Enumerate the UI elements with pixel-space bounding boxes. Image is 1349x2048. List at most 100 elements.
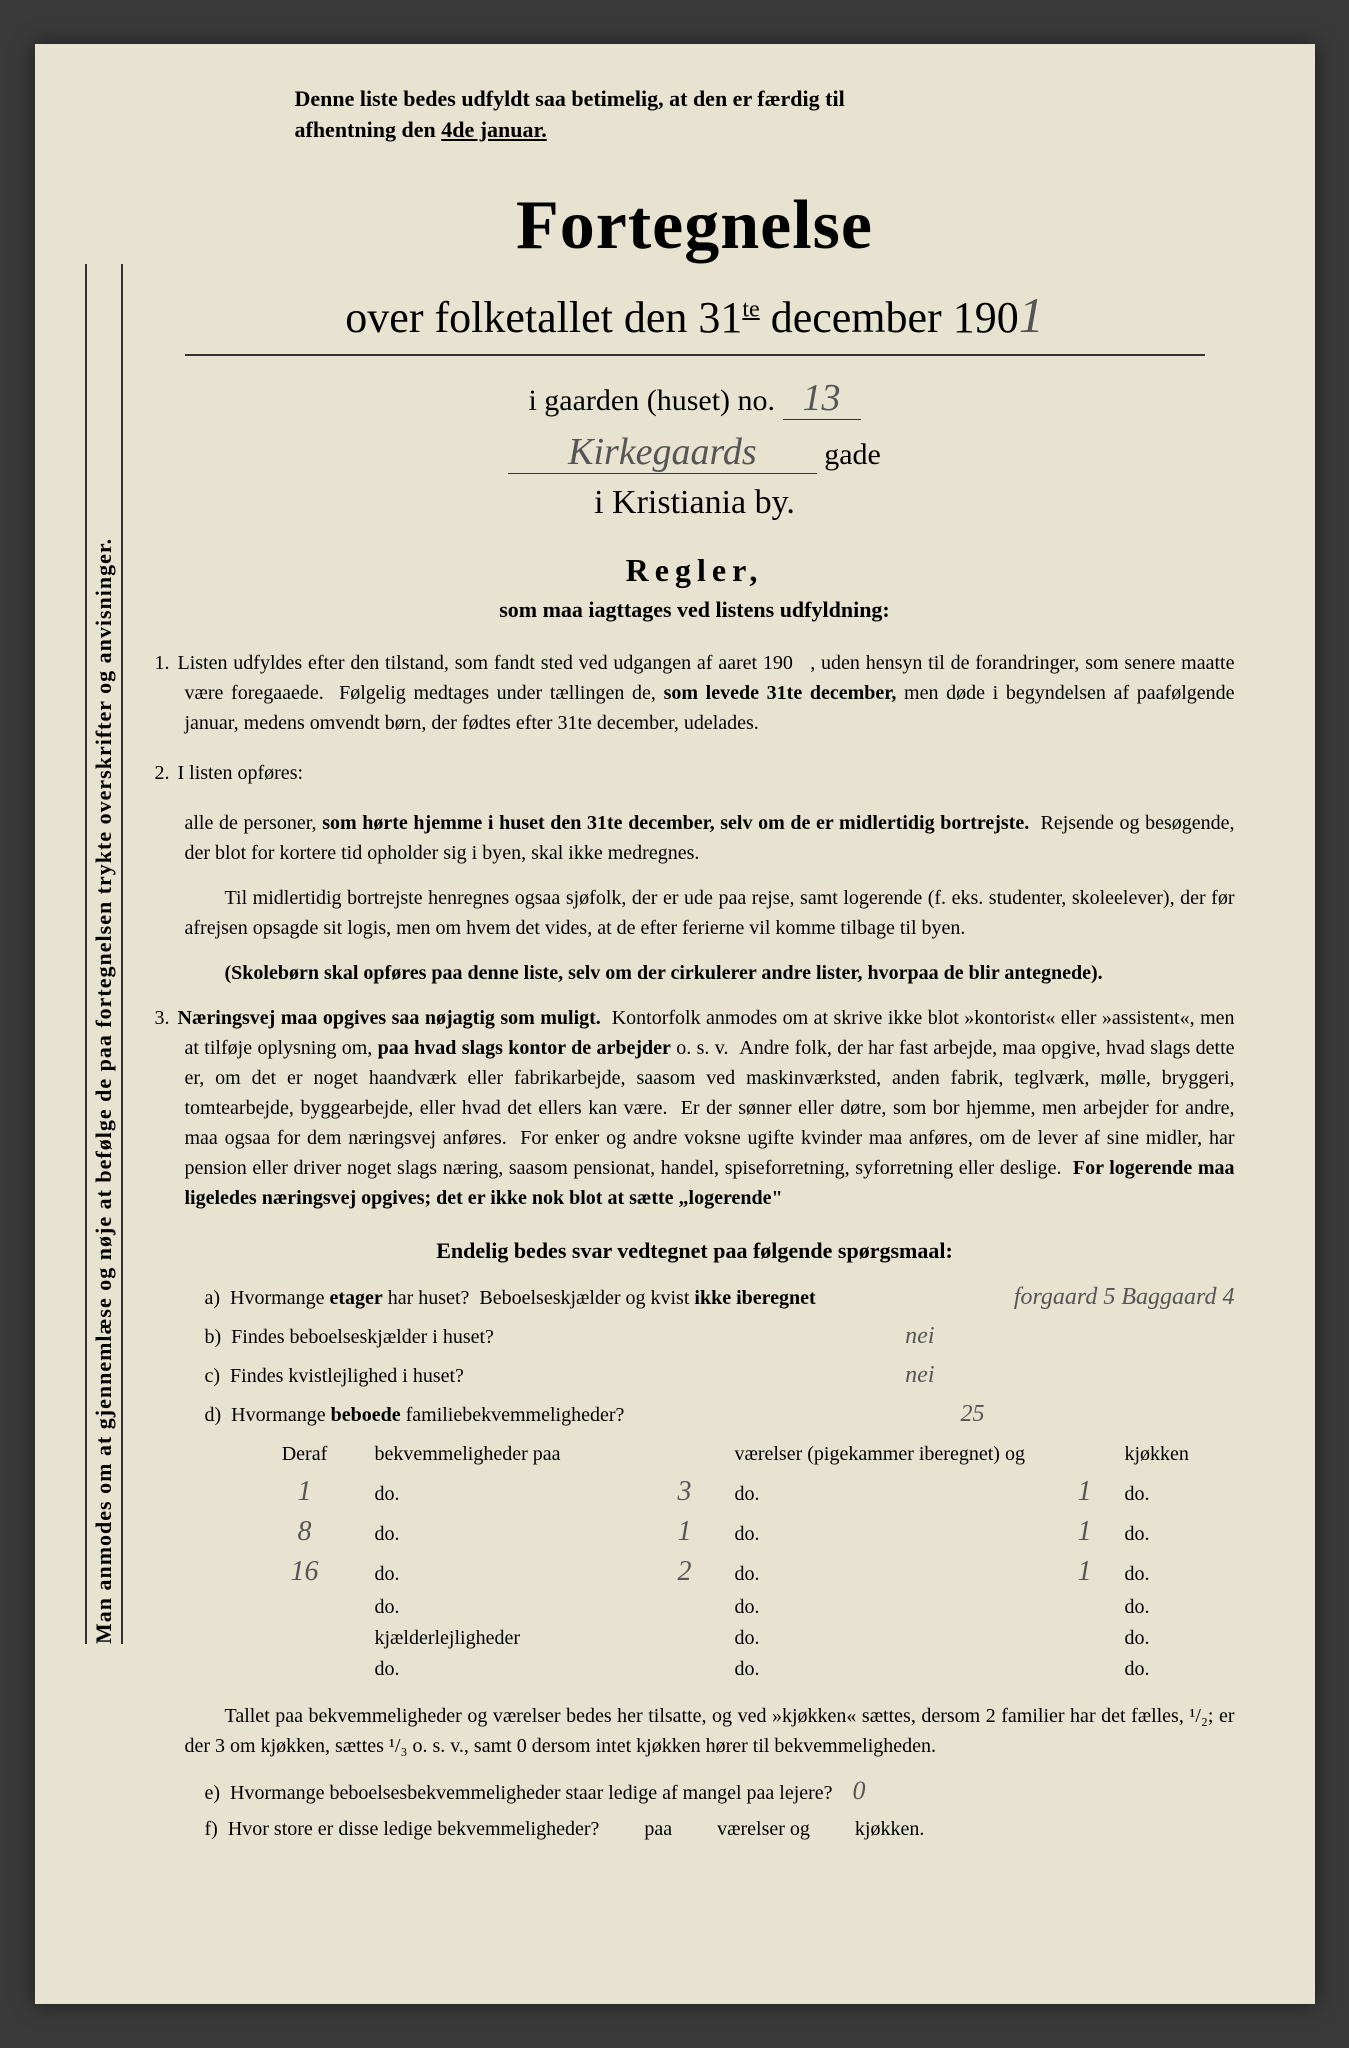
q-d-text: Hvormange beboede familiebekvemmelighede… <box>231 1404 940 1427</box>
footer-note: Tallet paa bekvemmeligheder og værelser … <box>155 1701 1235 1761</box>
subtitle: over folketallet den 31te december 1901 <box>185 286 1205 356</box>
main-title: Fortegnelse <box>155 186 1235 266</box>
cell-c4: do. <box>735 1627 1045 1650</box>
q-d-answer: 25 <box>961 1401 985 1428</box>
cell-c2: do. <box>375 1596 635 1619</box>
rule-1: 1. Listen udfyldes efter den tilstand, so… <box>155 648 1235 738</box>
rule-2c-text: (Skolebørn skal opføres paa denne liste,… <box>225 962 1103 984</box>
q-d-label: d) <box>205 1404 222 1427</box>
question-f: f) Hvor store er disse ledige bekvemmeli… <box>155 1818 1235 1841</box>
cell-c3: 2 <box>635 1556 735 1588</box>
vertical-margin-note: Man anmodes om at gjennemlæse og nøje at… <box>85 264 123 1644</box>
cell-c6: do. <box>1125 1658 1225 1681</box>
cell-c4: do. <box>735 1596 1045 1619</box>
subtitle-year-hw: 1 <box>1019 287 1044 343</box>
rule-1-text: Listen udfyldes efter den tilstand, som … <box>178 652 1235 734</box>
th-deraf: Deraf <box>235 1443 375 1466</box>
city-line: i Kristiania by. <box>155 484 1235 522</box>
table-row: 8 do. 1 do. 1 do. <box>235 1516 1235 1548</box>
table-row: do. do. do. <box>235 1658 1235 1681</box>
document-page: Man anmodes om at gjennemlæse og nøje at… <box>35 44 1315 2004</box>
cell-c4: do. <box>735 1483 1045 1506</box>
rule-2-intro: I listen opføres: <box>178 762 304 784</box>
th-vaerelser: værelser (pigekammer iberegnet) og <box>735 1443 1045 1466</box>
cell-c1: 1 <box>235 1476 375 1508</box>
rule-1-num: 1. <box>155 652 170 674</box>
cell-c4: do. <box>735 1658 1045 1681</box>
cell-c6: do. <box>1125 1596 1225 1619</box>
q-a-label: a) <box>205 1287 221 1310</box>
cell-c2: do. <box>375 1483 635 1506</box>
cell-c6: do. <box>1125 1523 1225 1546</box>
table-row: kjælderlejligheder do. do. <box>235 1627 1235 1650</box>
table-row: do. do. do. <box>235 1596 1235 1619</box>
question-d: d) Hvormange beboede familiebekvemmeligh… <box>155 1401 1235 1428</box>
cell-c6: do. <box>1125 1627 1225 1650</box>
cell-c3: 1 <box>635 1516 735 1548</box>
rules-title: Regler, <box>155 552 1235 589</box>
q-c-answer: nei <box>905 1362 934 1389</box>
facilities-table: Deraf bekvemmeligheder paa værelser (pig… <box>155 1443 1235 1681</box>
cell-c4: do. <box>735 1523 1045 1546</box>
address-line: i gaarden (huset) no. 13 <box>155 376 1235 420</box>
header-note: Denne liste bedes udfyldt saa betimelig,… <box>295 84 1235 146</box>
rule-2: 2. I listen opføres: <box>155 758 1235 788</box>
cell-c2: do. <box>375 1523 635 1546</box>
cell-c1: 16 <box>235 1556 375 1588</box>
q-c-label: c) <box>205 1365 221 1388</box>
street-suffix: gade <box>824 438 881 471</box>
rules-subtitle: som maa iagttages ved listens udfyldning… <box>155 597 1235 623</box>
q-f-paa: paa <box>644 1818 672 1840</box>
rule-3: 3. Næringsvej maa opgives saa nøjagtig so… <box>155 1003 1235 1213</box>
q-b-answer: nei <box>905 1323 934 1350</box>
question-e: e) Hvormange beboelsesbekvemmeligheder s… <box>155 1776 1235 1806</box>
cell-c6: do. <box>1125 1483 1225 1506</box>
subtitle-super: te <box>742 296 759 322</box>
cell-c2: do. <box>375 1563 635 1586</box>
cell-c6: do. <box>1125 1563 1225 1586</box>
th-bekvem: bekvemmeligheder paa <box>375 1443 635 1466</box>
rule-2c: (Skolebørn skal opføres paa denne liste,… <box>155 958 1235 988</box>
q-f-label: f) <box>205 1818 218 1840</box>
rule-2b: Til midlertidig bortrejste henregnes ogs… <box>155 883 1235 943</box>
header-note-line2-prefix: afhentning den <box>295 117 442 142</box>
question-c: c) Findes kvistlejlighed i huset? nei <box>155 1362 1235 1389</box>
q-f-kitchen: kjøkken. <box>855 1818 924 1840</box>
cell-c1: 8 <box>235 1516 375 1548</box>
address-prefix: i gaarden (huset) no. <box>528 384 782 417</box>
q-b-label: b) <box>205 1326 222 1349</box>
q-f-text: Hvor store er disse ledige bekvemmelighe… <box>228 1818 600 1840</box>
subtitle-mid: december 190 <box>760 293 1019 342</box>
rule-2-num: 2. <box>155 762 170 784</box>
rule-3-num: 3. <box>155 1007 170 1029</box>
street-name-hw: Kirkegaards <box>508 431 817 474</box>
subtitle-prefix: over folketallet den 31 <box>345 293 742 342</box>
q-a-text: Hvormange etager har huset? Beboelseskjæ… <box>230 1287 994 1310</box>
cell-c4: do. <box>735 1563 1045 1586</box>
questions-title: Endelig bedes svar vedtegnet paa følgend… <box>155 1238 1235 1264</box>
table-header: Deraf bekvemmeligheder paa værelser (pig… <box>235 1443 1235 1466</box>
q-f-rooms: værelser og <box>717 1818 810 1840</box>
street-line: Kirkegaards gade <box>155 430 1235 474</box>
header-note-line1: Denne liste bedes udfyldt saa betimelig,… <box>295 86 845 111</box>
th-blank2 <box>1045 1443 1125 1466</box>
q-c-text: Findes kvistlejlighed i huset? <box>230 1365 885 1388</box>
cell-c5: 1 <box>1045 1556 1125 1588</box>
question-b: b) Findes beboelseskjælder i huset? nei <box>155 1323 1235 1350</box>
th-blank1 <box>635 1443 735 1466</box>
q-e-label: e) <box>205 1782 221 1804</box>
rule-2a: alle de personer, som hørte hjemme i hus… <box>155 808 1235 868</box>
th-kjokken: kjøkken <box>1125 1443 1225 1466</box>
rule-3-text: Næringsvej maa opgives saa nøjagtig som … <box>178 1007 1235 1209</box>
cell-c2: do. <box>375 1658 635 1681</box>
q-b-text: Findes beboelseskjælder i huset? <box>231 1326 885 1349</box>
house-number-hw: 13 <box>783 377 861 420</box>
q-a-answer: forgaard 5 Baggaard 4 <box>1014 1284 1235 1311</box>
question-a: a) Hvormange etager har huset? Beboelses… <box>155 1284 1235 1311</box>
cell-c5: 1 <box>1045 1476 1125 1508</box>
q-e-answer: 0 <box>853 1776 866 1805</box>
cell-c2: kjælderlejligheder <box>375 1627 635 1650</box>
cell-c3: 3 <box>635 1476 735 1508</box>
q-e-text: Hvormange beboelsesbekvemmeligheder staa… <box>230 1782 833 1804</box>
header-note-date: 4de januar. <box>441 117 547 142</box>
